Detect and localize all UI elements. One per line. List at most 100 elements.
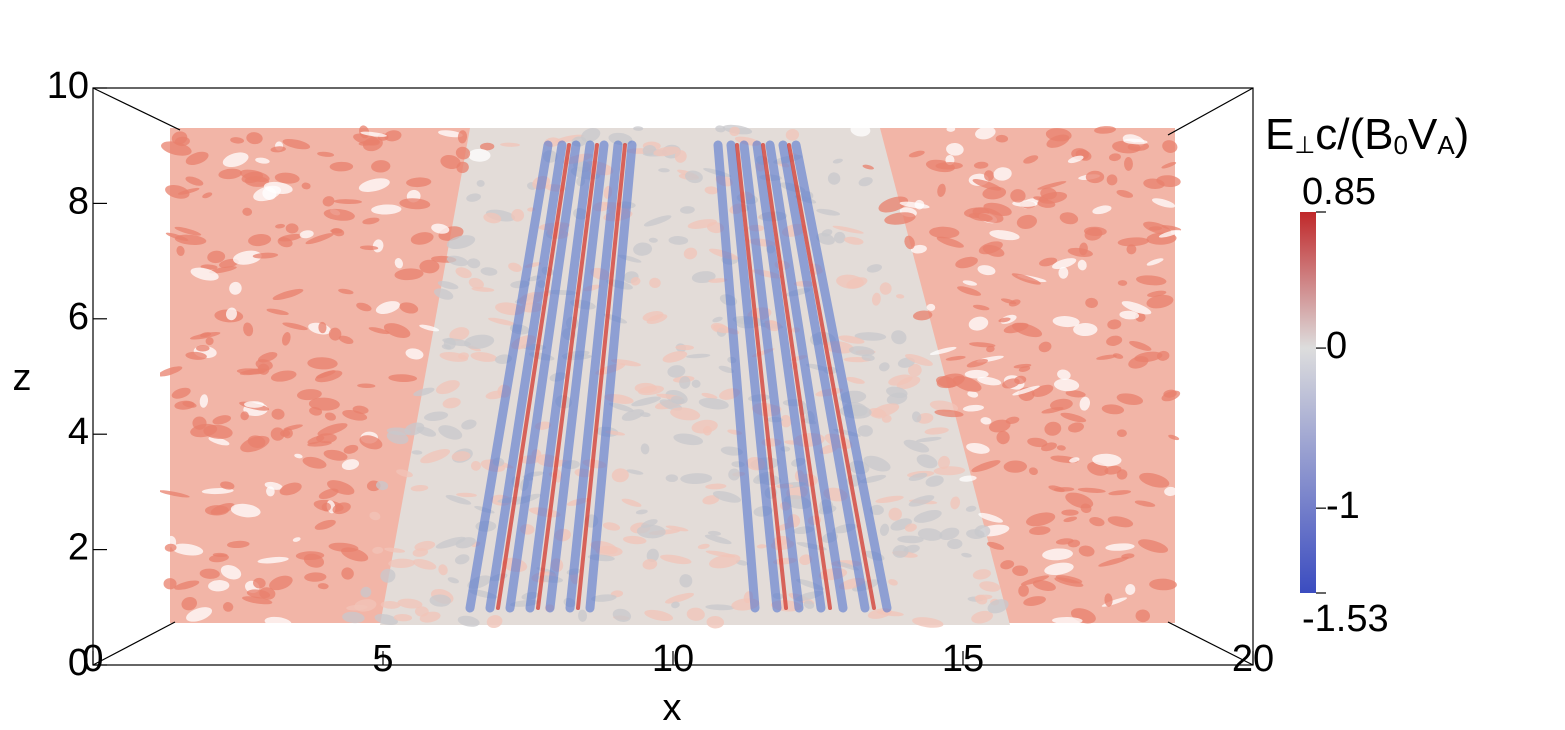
field-blob: [1068, 422, 1084, 433]
field-blob: [728, 468, 741, 481]
field-blob: [358, 178, 390, 192]
field-blob: [327, 480, 355, 495]
field-blob: [406, 177, 432, 188]
field-blob: [934, 409, 964, 418]
field-blob: [438, 130, 463, 138]
field-blob: [182, 401, 197, 408]
field-blob: [1037, 181, 1067, 190]
field-blob: [255, 157, 270, 164]
x-tick-label: 5: [372, 638, 393, 680]
field-blob: [1045, 128, 1072, 142]
field-blob: [646, 314, 668, 324]
field-blob: [1126, 244, 1137, 255]
field-blob: [879, 282, 892, 295]
field-blob: [186, 607, 213, 622]
field-blob: [680, 473, 713, 485]
field-blob: [244, 401, 265, 408]
field-blob: [987, 599, 1009, 614]
field-blob: [642, 145, 657, 156]
field-blob: [658, 168, 670, 173]
field-blob: [705, 483, 727, 490]
label-part: ⊥: [1294, 132, 1315, 159]
field-blob: [222, 602, 234, 612]
field-blob: [199, 394, 209, 408]
field-blob: [971, 610, 994, 624]
field-blob: [857, 425, 873, 437]
field-blob: [608, 132, 633, 146]
field-blob: [862, 164, 874, 170]
field-blob: [638, 385, 664, 396]
field-blob: [455, 146, 471, 160]
field-blob: [866, 264, 882, 273]
field-blob: [756, 544, 767, 549]
field-blob: [630, 277, 641, 286]
field-blob: [965, 505, 977, 512]
field-blob: [633, 242, 653, 256]
field-streak: [536, 143, 599, 610]
field-blob: [993, 167, 1012, 181]
field-blob: [1135, 609, 1151, 623]
field-blob: [352, 405, 369, 414]
field-blob: [904, 235, 915, 250]
field-blob: [455, 267, 472, 279]
field-blob: [913, 310, 933, 321]
field-blob: [305, 233, 334, 245]
field-blob: [1108, 490, 1132, 496]
field-blob: [270, 146, 286, 153]
field-blob: [905, 354, 933, 366]
y-axis-label: z: [13, 357, 32, 399]
field-blob: [275, 223, 286, 229]
field-blob: [1053, 487, 1075, 492]
field-blob: [277, 237, 293, 248]
field-blob: [936, 236, 964, 248]
field-blob: [968, 316, 989, 331]
field-blob: [375, 301, 400, 315]
field-blob: [434, 288, 454, 300]
field-blob: [680, 206, 695, 214]
field-blob: [945, 355, 966, 361]
field-blob: [1023, 155, 1039, 164]
field-blob: [685, 353, 711, 359]
field-blob: [929, 400, 959, 413]
field-blob: [508, 262, 522, 272]
field-blob: [1124, 157, 1133, 171]
field-blob: [701, 392, 718, 399]
field-blob: [454, 554, 470, 565]
field-blob: [1092, 453, 1122, 467]
field-blob: [220, 565, 242, 580]
field-blob: [891, 330, 907, 345]
field-blob: [988, 419, 1011, 433]
field-streak: [726, 140, 782, 613]
field-blob: [420, 448, 451, 464]
field-blob: [257, 363, 270, 375]
field-blob: [989, 230, 1020, 241]
field-blob: [912, 411, 922, 423]
field-blob: [1117, 237, 1149, 247]
field-blob: [1000, 560, 1015, 570]
label-part: 0: [1394, 130, 1408, 160]
field-blob: [686, 607, 705, 621]
field-streak: [761, 143, 832, 610]
field-blob: [869, 504, 884, 516]
field-blob: [375, 480, 389, 491]
field-blob: [246, 589, 271, 599]
field-blob: [431, 223, 450, 234]
field-blob: [871, 292, 881, 306]
label-part: ): [1455, 110, 1470, 159]
field-blob: [590, 594, 617, 602]
field-blob: [639, 412, 651, 418]
field-blob: [470, 352, 497, 362]
field-blob: [1129, 340, 1152, 351]
field-blob: [199, 568, 220, 579]
field-blob: [946, 126, 956, 132]
field-blob: [285, 223, 299, 234]
field-blob: [204, 505, 229, 516]
field-blob: [230, 503, 261, 518]
field-blob: [925, 475, 944, 487]
field-blob: [205, 337, 214, 346]
x-tick-label: 20: [1232, 638, 1274, 680]
field-blob: [816, 232, 835, 245]
field-blob: [271, 408, 285, 420]
field-blob: [844, 236, 864, 245]
field-blob: [1026, 512, 1056, 527]
